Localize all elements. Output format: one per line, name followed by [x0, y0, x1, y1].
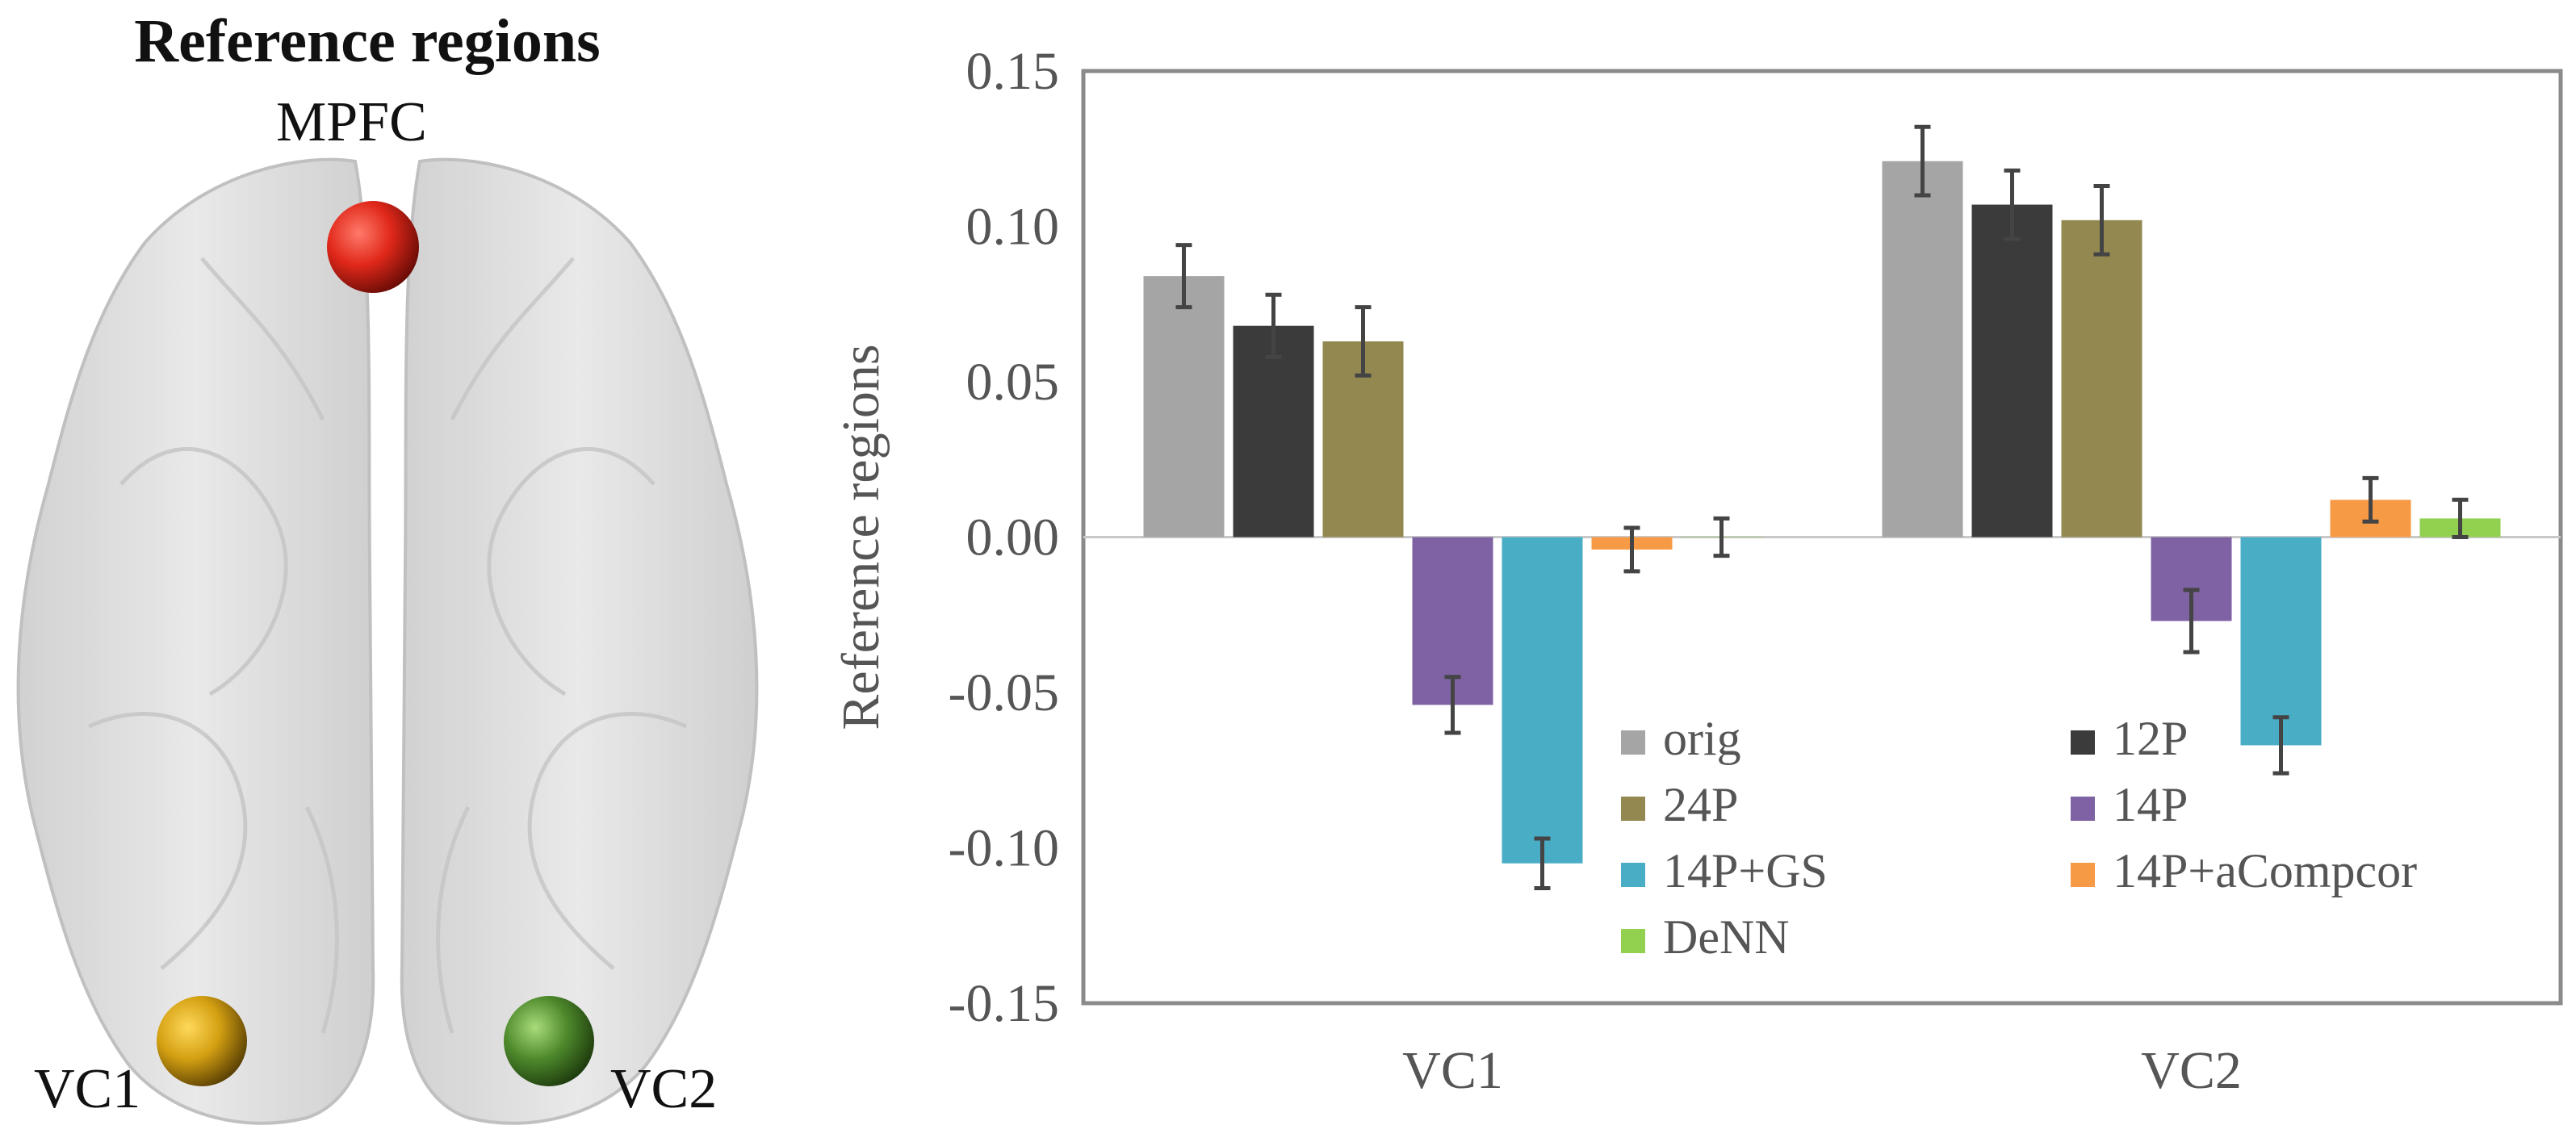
legend-label: 14P+aCompcor — [2113, 844, 2417, 897]
y-tick-label: -0.15 — [949, 974, 1059, 1033]
legend-label: 12P — [2113, 712, 2188, 765]
bar — [1143, 276, 1225, 538]
legend-swatch — [2071, 797, 2095, 821]
legend-swatch — [1621, 730, 1645, 755]
bar — [2240, 537, 2322, 746]
brain-panel: Reference regions MPFC VC1 VC2 — [0, 0, 807, 1142]
legend-swatch — [1621, 929, 1645, 953]
gyri-lines — [87, 257, 688, 1034]
mpfc-label: MPFC — [276, 91, 427, 153]
y-tick-label: 0.00 — [966, 508, 1060, 567]
y-tick-label: -0.05 — [949, 663, 1059, 722]
right-hemisphere — [400, 157, 759, 1125]
legend-label: 24P — [1663, 778, 1738, 831]
bar — [1882, 161, 1963, 538]
mpfc-sphere — [327, 201, 419, 293]
brain-illustration — [16, 157, 759, 1125]
vc1-sphere — [157, 996, 247, 1086]
x-tick-label: VC2 — [2141, 1041, 2242, 1100]
bar — [1971, 204, 2053, 538]
y-tick-label: 0.05 — [966, 353, 1060, 412]
legend-label: 14P+GS — [1663, 844, 1828, 897]
vc2-sphere — [504, 996, 594, 1086]
y-axis-title: Reference regions — [831, 344, 890, 730]
y-tick-label: 0.10 — [966, 198, 1060, 257]
legend-label: DeNN — [1663, 910, 1790, 964]
left-hemisphere — [16, 157, 375, 1125]
legend-swatch — [2071, 730, 2095, 755]
vc1-label: VC1 — [34, 1058, 141, 1120]
legend-label: 14P — [2113, 778, 2188, 831]
bar — [1233, 325, 1314, 538]
chart-layer: 0.15 0.10 0.05 0.00 -0.05 -0.10 -0.15 Reference… — [831, 42, 2563, 1100]
vc2-label: VC2 — [610, 1058, 718, 1120]
bar — [1502, 537, 1583, 864]
bar-chart: 0.15 0.10 0.05 0.00 -0.05 -0.10 -0.15 Reference… — [831, 42, 2563, 1100]
legend-swatch — [1621, 863, 1645, 887]
legend-swatch — [2071, 863, 2095, 887]
y-tick-label: 0.15 — [966, 42, 1060, 101]
x-tick-label: VC1 — [1402, 1041, 1503, 1100]
legend-swatch — [1621, 797, 1645, 821]
legend-label: orig — [1663, 712, 1741, 765]
panel-title: Reference regions — [134, 7, 601, 75]
y-tick-label: -0.10 — [949, 819, 1059, 878]
bar — [2061, 220, 2142, 538]
